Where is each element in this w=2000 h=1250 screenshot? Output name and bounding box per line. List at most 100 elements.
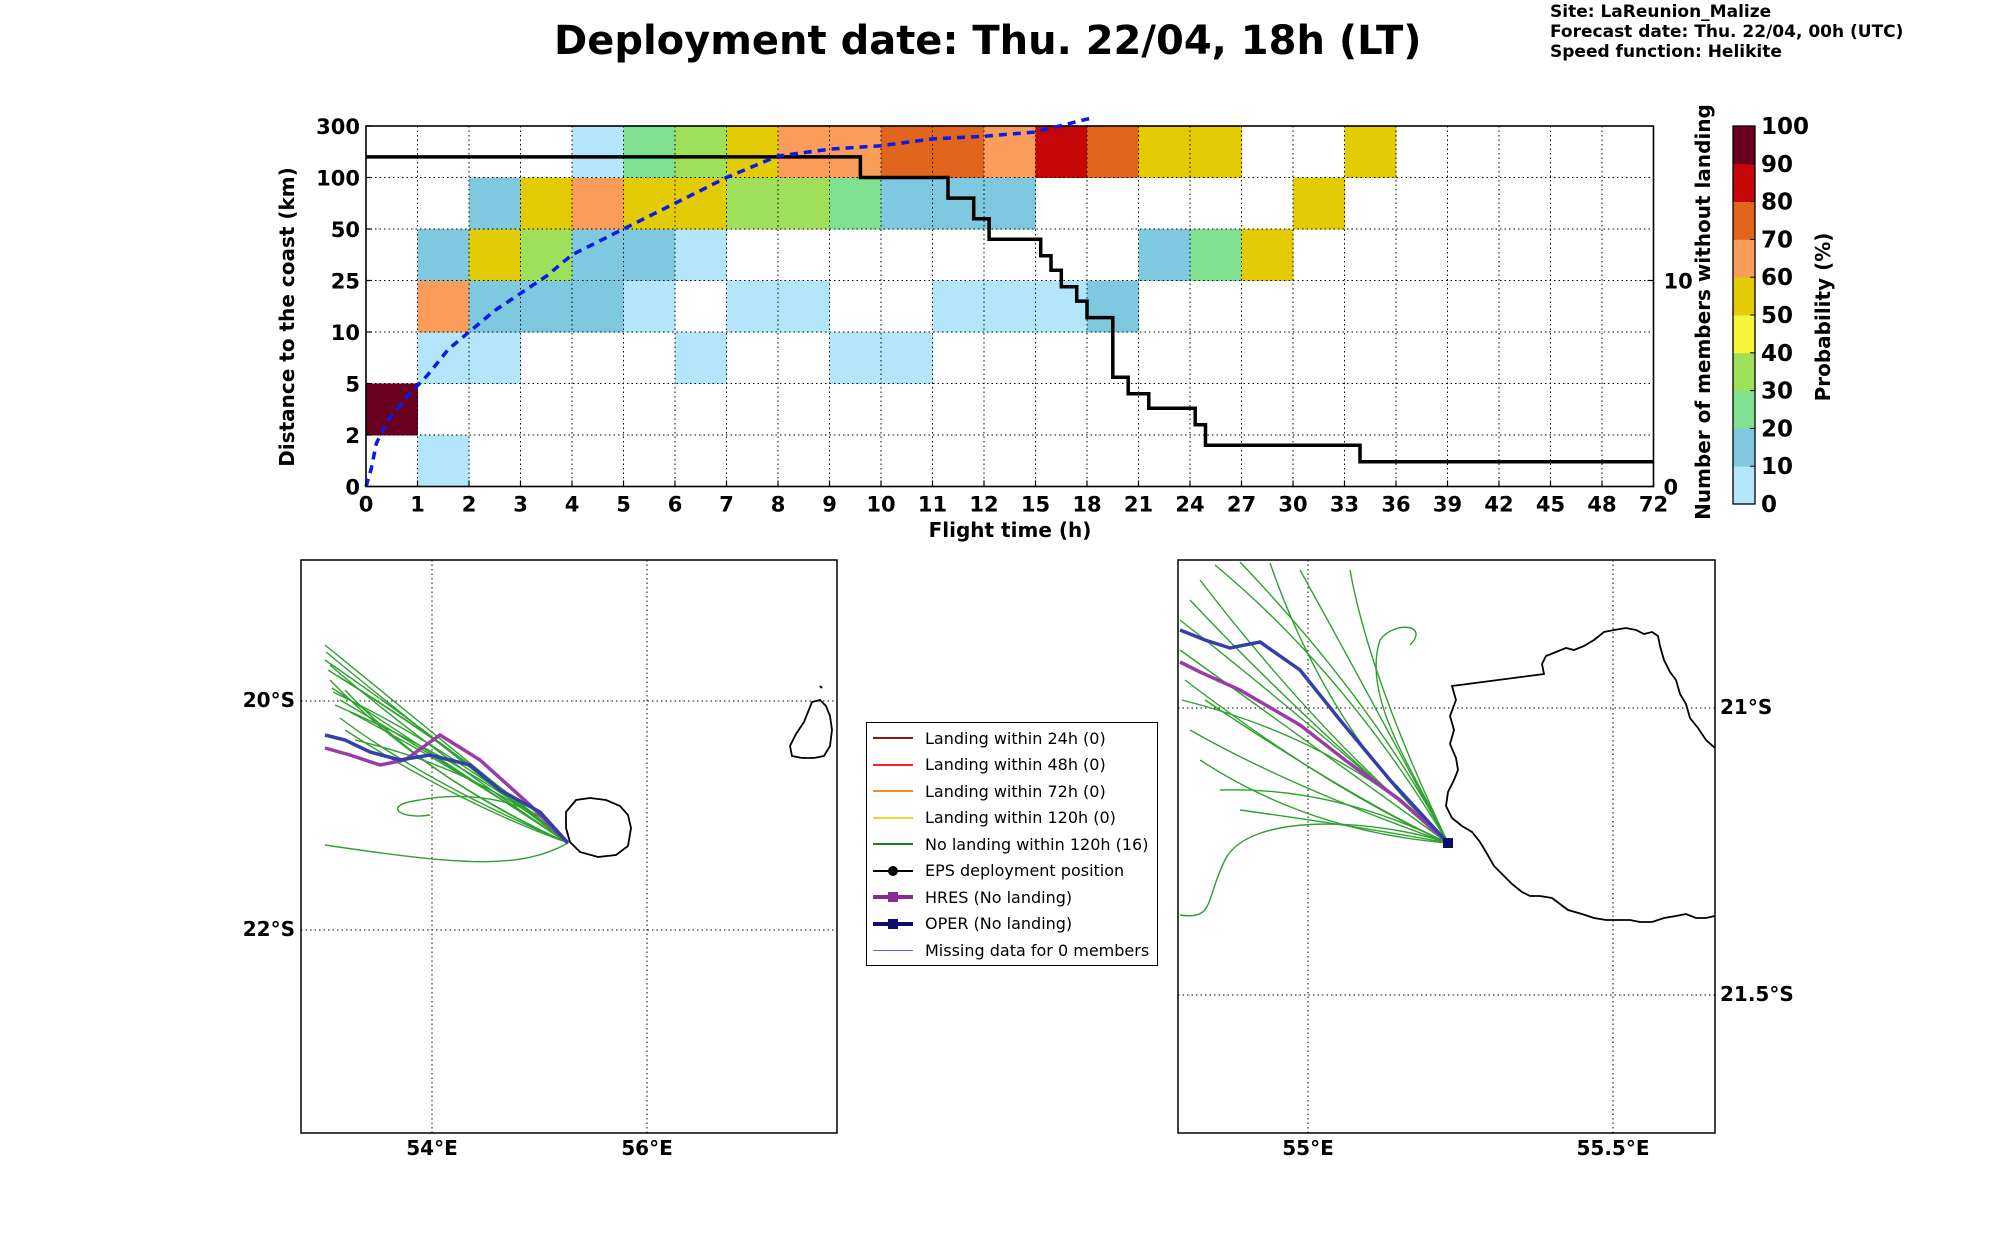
heatmap-cell (829, 126, 882, 178)
heatmap-cell (675, 332, 727, 384)
legend-item: HRES (No landing) (873, 884, 1157, 911)
y-tick-label: 2 (345, 424, 360, 448)
heatmap-cell (623, 126, 676, 178)
hres-trajectory (1179, 660, 1450, 845)
colorbar-label: Probability (%) (1811, 233, 1835, 402)
oper-trajectory (324, 733, 570, 845)
ensemble-trajectory (1239, 809, 1449, 844)
heatmap-cell (726, 126, 779, 178)
colorbar-tick-label: 10 (1761, 454, 1793, 480)
legend-swatch (873, 837, 913, 851)
legend-item: Landing within 120h (0) (873, 805, 1157, 832)
heatmap-border (365, 125, 1655, 488)
heatmap-cell (984, 280, 1036, 333)
colorbar-segment (1733, 126, 1755, 165)
legend-swatch (873, 811, 913, 825)
colorbar-segment (1733, 466, 1755, 505)
heatmap-cell (520, 177, 573, 230)
heatmap-cell (778, 280, 830, 333)
map-right-lat-label: 21.5°S (1720, 982, 1794, 1006)
page-title: Deployment date: Thu. 22/04, 18h (LT) (554, 18, 1422, 64)
colorbar-tick-label: 0 (1761, 492, 1777, 518)
map-left-trajectories (324, 644, 570, 863)
colorbar-tick-label: 50 (1761, 303, 1793, 329)
legend-swatch (873, 731, 913, 745)
y-tick-label: 10 (331, 321, 360, 345)
colorbar-segment (1733, 163, 1755, 202)
legend-square-marker (888, 892, 898, 903)
ensemble-trajectory (344, 689, 569, 844)
x-tick-label: 12 (969, 493, 998, 517)
heatmap-cell (623, 177, 676, 230)
reunion-island-outline (565, 797, 632, 858)
rodrigues-dot (819, 685, 823, 689)
map-right: 21°S 21.5°S 55°E 55.5°E (1177, 559, 1794, 1160)
x-tick-label: 7 (719, 493, 734, 517)
heatmap-cell (726, 177, 779, 230)
ensemble-trajectory (1179, 823, 1449, 917)
legend-dot-marker (888, 865, 898, 876)
heatmap-cell (572, 126, 624, 178)
colorbar-segment (1733, 352, 1755, 391)
map-left-lon-label: 56°E (621, 1136, 673, 1160)
legend-swatch (873, 943, 913, 957)
map-right-lon-label: 55.5°E (1576, 1136, 1649, 1160)
heatmap-cells (366, 126, 1397, 487)
heatmap-cell (675, 126, 727, 178)
forecast-info: Site: LaReunion_Malize Forecast date: Th… (1550, 2, 1903, 62)
legend-swatch (873, 784, 913, 798)
x-tick-label: 33 (1330, 493, 1359, 517)
speed-function-label: Speed function: Helikite (1550, 42, 1782, 62)
x-tick-label: 72 (1639, 493, 1668, 517)
heatmap-cell (932, 126, 985, 178)
x-tick-label: 8 (771, 493, 786, 517)
ensemble-trajectory (1179, 649, 1449, 844)
heatmap-cell (829, 332, 882, 384)
legend-label: Missing data for 0 members (925, 940, 1150, 960)
x-tick-label: 1 (410, 493, 425, 517)
x-tick-label: 30 (1278, 493, 1307, 517)
x-tick-label: 27 (1227, 493, 1256, 517)
heatmap-cell (1138, 126, 1191, 178)
x-tick-label: 39 (1433, 493, 1462, 517)
heatmap-cell (469, 332, 521, 384)
legend-item: OPER (No landing) (873, 911, 1157, 938)
map-right-frame (1177, 559, 1716, 1134)
members-without-landing-line (366, 155, 1654, 464)
x-tick-label: 45 (1536, 493, 1565, 517)
heatmap-cell (520, 229, 573, 281)
ensemble-trajectory (344, 729, 569, 844)
colorbar-tick-label: 100 (1761, 114, 1809, 140)
y-tick-label: 5 (345, 373, 360, 397)
heatmap-cell (829, 177, 882, 230)
map-right-trajectories (1179, 561, 1453, 917)
ensemble-trajectory (1239, 561, 1449, 844)
heatmap-cell (984, 177, 1036, 230)
x-tick-label: 24 (1175, 493, 1204, 517)
heatmap-cell (1035, 280, 1088, 333)
map-right-ticks: 21°S 21.5°S 55°E 55.5°E (1282, 695, 1794, 1160)
ensemble-trajectory (324, 842, 569, 863)
heatmap-frame (365, 125, 1655, 488)
heatmap-ticks: 0 1 2 3 4 5 6 7 8 9 10 11 12 15 18 21 24 27 30 33 36 39 42 45 48… (316, 115, 1693, 517)
x-tick-label: 3 (513, 493, 528, 517)
x-tick-label: 2 (462, 493, 477, 517)
x-tick-label: 21 (1124, 493, 1153, 517)
ensemble-trajectory (325, 651, 569, 844)
colorbar-tick-label: 90 (1761, 152, 1793, 178)
colorbar-tick-label: 60 (1761, 265, 1793, 291)
heatmap-cell (520, 280, 573, 333)
map-left-ticks: 20°S 22°S 54°E 56°E (243, 688, 673, 1160)
legend-label: Landing within 24h (0) (925, 728, 1106, 748)
x-tick-label: 15 (1021, 493, 1050, 517)
heatmap-cell (881, 332, 933, 384)
ensemble-trajectory (1199, 759, 1449, 844)
legend-swatch-line (873, 763, 913, 766)
heatmap-cell (623, 280, 676, 333)
heatmap-cell (469, 229, 521, 281)
heatmap-cell (572, 229, 624, 281)
legend-swatch-line (873, 816, 913, 819)
members-step-line (366, 155, 1654, 464)
heatmap-cell (1190, 126, 1242, 178)
heatmap-cell (623, 229, 676, 281)
